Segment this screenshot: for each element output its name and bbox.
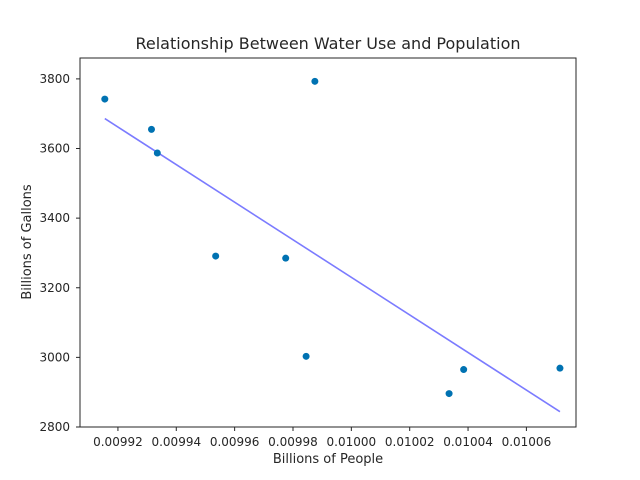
x-tick-label: 0.01004 bbox=[443, 435, 493, 449]
y-tick-label: 2800 bbox=[39, 420, 70, 434]
data-point bbox=[147, 125, 155, 133]
plot-area: 0.00992 0.00994 0.00996 0.00998 0.01000 0.010… bbox=[39, 57, 577, 449]
plot-frame bbox=[79, 57, 577, 428]
chart-title: Relationship Between Water Use and Popul… bbox=[135, 34, 520, 53]
x-tick-label: 0.00996 bbox=[210, 435, 260, 449]
x-tick-label: 0.00998 bbox=[268, 435, 318, 449]
data-point bbox=[212, 252, 220, 260]
y-tick-label: 3600 bbox=[39, 142, 70, 156]
x-tick-label: 0.01000 bbox=[327, 435, 377, 449]
x-tick-label: 0.00992 bbox=[93, 435, 143, 449]
data-point bbox=[460, 366, 468, 374]
y-tick-label: 3000 bbox=[39, 350, 70, 364]
y-axis-label: Billions of Gallons bbox=[20, 184, 35, 300]
x-tick-label: 0.00994 bbox=[151, 435, 201, 449]
y-tick-label: 3400 bbox=[39, 211, 70, 225]
data-point bbox=[282, 254, 290, 262]
trend-line bbox=[104, 117, 561, 413]
x-axis-label: Billions of People bbox=[273, 452, 383, 467]
data-point bbox=[302, 352, 310, 360]
data-point bbox=[101, 95, 109, 103]
data-point bbox=[556, 364, 564, 372]
x-tick-label: 0.01006 bbox=[502, 435, 552, 449]
data-point bbox=[153, 149, 161, 157]
y-tick-label: 3800 bbox=[39, 72, 70, 86]
y-tick-label: 3200 bbox=[39, 281, 70, 295]
data-point bbox=[445, 390, 453, 398]
x-tick-label: 0.01002 bbox=[385, 435, 435, 449]
data-point bbox=[311, 77, 319, 85]
